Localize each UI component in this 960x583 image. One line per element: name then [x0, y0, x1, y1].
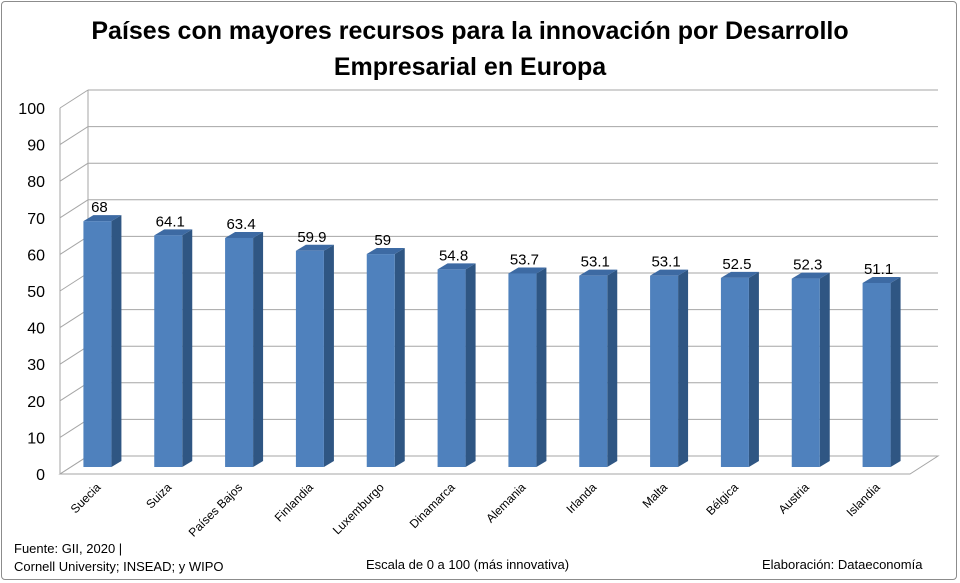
y-tick-label: 90: [27, 138, 45, 155]
data-label: 64.1: [156, 213, 185, 230]
credit: Elaboración: Dataeconomía: [762, 557, 923, 572]
bar: [650, 275, 679, 467]
bar-top: [720, 271, 759, 278]
data-label: 59.9: [297, 229, 326, 246]
data-label: 53.1: [581, 254, 610, 271]
data-label: 54.8: [439, 247, 468, 264]
bar-top: [437, 263, 476, 270]
wall-gridline: [59, 272, 89, 292]
y-tick-label: 0: [36, 467, 45, 484]
y-tick-label: 70: [27, 211, 45, 228]
x-tick-label: Finlandia: [272, 480, 317, 525]
source-line-2: Cornell University; INSEAD; y WIPO: [14, 559, 224, 574]
bar-top: [579, 269, 618, 276]
data-label: 59: [374, 232, 391, 249]
wall-gridline: [59, 382, 89, 402]
bar: [862, 282, 891, 467]
bar-side: [890, 276, 901, 467]
bar: [225, 237, 254, 467]
x-tick-label: Dinamarca: [407, 480, 458, 531]
bar-top: [366, 248, 405, 255]
data-label: 52.5: [722, 256, 751, 273]
bar: [366, 254, 395, 467]
source-line-1: Fuente: GII, 2020 |: [14, 541, 123, 556]
bar-top: [154, 229, 193, 236]
bar: [720, 277, 749, 467]
data-label: 63.4: [226, 216, 255, 233]
bar-side: [182, 229, 193, 467]
bar-side: [323, 244, 334, 467]
wall-gridline: [59, 418, 89, 438]
data-label: 53.7: [510, 251, 539, 268]
chart-floor: [58, 455, 940, 475]
wall-gridline: [59, 345, 89, 365]
bar-top: [508, 267, 547, 274]
bar: [154, 235, 183, 467]
x-tick-label: Alemania: [483, 480, 529, 526]
data-label: 51.1: [864, 261, 893, 278]
bar: [83, 221, 112, 467]
bar-top: [862, 276, 901, 283]
wall-gridline: [59, 162, 89, 182]
bar-top: [225, 231, 264, 238]
x-tick-label: Suecia: [68, 480, 104, 516]
x-tick-label: Luxemburgo: [330, 480, 387, 537]
wall-gridline: [59, 199, 89, 219]
bar-side: [465, 263, 476, 467]
bar-side: [819, 272, 830, 467]
y-tick-label: 50: [27, 284, 45, 301]
wall-gridline: [59, 126, 89, 146]
bar-side: [253, 231, 264, 467]
wall-gridline: [59, 309, 89, 329]
y-tick-label: 30: [27, 357, 45, 374]
data-label: 53.1: [651, 254, 680, 271]
wall-gridline: [59, 235, 89, 255]
bar-top: [295, 244, 334, 251]
chart-title-line-1: Países con mayores recursos para la inno…: [91, 17, 849, 45]
y-tick-label: 60: [27, 247, 45, 264]
x-tick-label: Malta: [640, 480, 671, 511]
bar: [791, 278, 820, 467]
wall-gridline: [59, 89, 89, 109]
bar-side: [536, 267, 547, 467]
bar-top: [650, 269, 689, 276]
bar-side: [394, 248, 405, 467]
x-tick-label: Irlanda: [564, 480, 600, 516]
bar-side: [607, 269, 618, 467]
bar: [508, 273, 537, 467]
scale-note: Escala de 0 a 100 (más innovativa): [366, 557, 570, 572]
y-tick-label: 100: [18, 101, 45, 118]
x-tick-label: Suiza: [143, 480, 174, 511]
bar-side: [111, 215, 122, 467]
chart-title-line-2: Empresarial en Europa: [333, 53, 607, 81]
y-tick-label: 40: [27, 321, 45, 338]
data-label: 68: [91, 199, 108, 216]
bar: [437, 269, 466, 467]
x-tick-label: Bélgica: [703, 480, 741, 518]
x-tick-label: Islandia: [844, 480, 883, 519]
bar-side: [678, 269, 689, 467]
y-tick-label: 80: [27, 174, 45, 191]
bar-side: [748, 271, 759, 467]
y-tick-label: 10: [27, 430, 45, 447]
bar-top: [791, 272, 830, 279]
data-label: 52.3: [793, 257, 822, 274]
bar: [579, 275, 608, 467]
y-tick-label: 20: [27, 394, 45, 411]
x-tick-label: Austria: [776, 480, 813, 517]
x-tick-label: Países Bajos: [186, 480, 245, 539]
bar: [295, 250, 324, 467]
bar-top: [83, 215, 122, 222]
